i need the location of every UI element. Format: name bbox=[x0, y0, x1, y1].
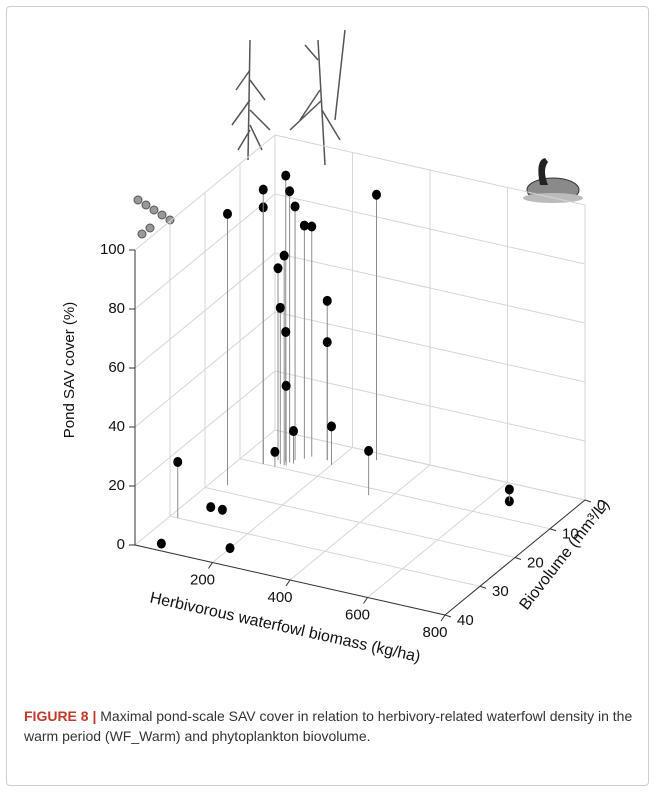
y-tick-label: 30 bbox=[492, 583, 509, 600]
y-tick bbox=[584, 499, 592, 503]
point bbox=[372, 189, 381, 200]
goose-icon bbox=[523, 158, 583, 203]
point bbox=[270, 446, 280, 457]
point bbox=[217, 504, 227, 515]
point bbox=[322, 337, 332, 348]
point bbox=[504, 484, 514, 495]
x-tick bbox=[363, 597, 368, 604]
y-tick-label: 20 bbox=[527, 554, 544, 571]
z-tick-label: 100 bbox=[100, 241, 125, 258]
x-tick-label: 800 bbox=[422, 624, 447, 641]
y-tick bbox=[549, 528, 557, 532]
y-tick-label: 0 bbox=[597, 497, 605, 514]
point bbox=[327, 421, 336, 432]
z-tick-label: 20 bbox=[108, 477, 125, 494]
grid-line bbox=[169, 515, 481, 587]
grid-line bbox=[204, 487, 516, 558]
point bbox=[275, 302, 285, 313]
z-tick-label: 80 bbox=[108, 300, 125, 317]
x-tick-label: 200 bbox=[190, 571, 215, 588]
point bbox=[281, 170, 291, 181]
point bbox=[281, 380, 291, 391]
caption: FIGURE 8 | Maximal pond-scale SAV cover … bbox=[24, 706, 634, 746]
point bbox=[364, 445, 374, 456]
point bbox=[290, 201, 300, 212]
algae-icon bbox=[133, 195, 175, 239]
x-tick bbox=[285, 579, 291, 587]
point bbox=[258, 184, 268, 195]
caption-text: Maximal pond-scale SAV cover in relation… bbox=[24, 708, 633, 744]
y-tick bbox=[514, 557, 522, 560]
point bbox=[289, 426, 298, 437]
z-tick-label: 60 bbox=[108, 359, 125, 376]
plant-icon bbox=[231, 29, 346, 166]
x-tick bbox=[208, 562, 213, 569]
point bbox=[285, 186, 295, 197]
z-tick-label: 0 bbox=[117, 536, 125, 553]
point bbox=[322, 295, 332, 306]
point bbox=[299, 220, 309, 231]
point bbox=[273, 263, 283, 274]
x-tick-label: 400 bbox=[267, 589, 292, 606]
x-tick bbox=[440, 614, 446, 622]
point bbox=[223, 208, 232, 219]
z-axis-title: Pond SAV cover (%) bbox=[61, 302, 78, 438]
y-tick-label: 10 bbox=[562, 526, 579, 543]
point bbox=[173, 456, 183, 467]
grid-line bbox=[239, 458, 551, 530]
caption-label: FIGURE 8 | bbox=[24, 708, 97, 724]
point bbox=[281, 326, 291, 337]
y-tick-label: 40 bbox=[457, 612, 474, 629]
chart: Pond SAV cover (%) Herbivorous waterfowl… bbox=[61, 29, 613, 666]
grid-line bbox=[274, 429, 586, 501]
figure-frame bbox=[6, 6, 649, 786]
x-tick-label: 600 bbox=[345, 606, 370, 623]
point bbox=[206, 502, 216, 513]
point bbox=[307, 221, 317, 232]
point bbox=[279, 250, 289, 261]
point bbox=[156, 538, 166, 549]
y-tick bbox=[444, 614, 452, 618]
point bbox=[225, 543, 235, 554]
y-tick bbox=[479, 585, 487, 589]
z-tick-label: 40 bbox=[108, 418, 125, 435]
